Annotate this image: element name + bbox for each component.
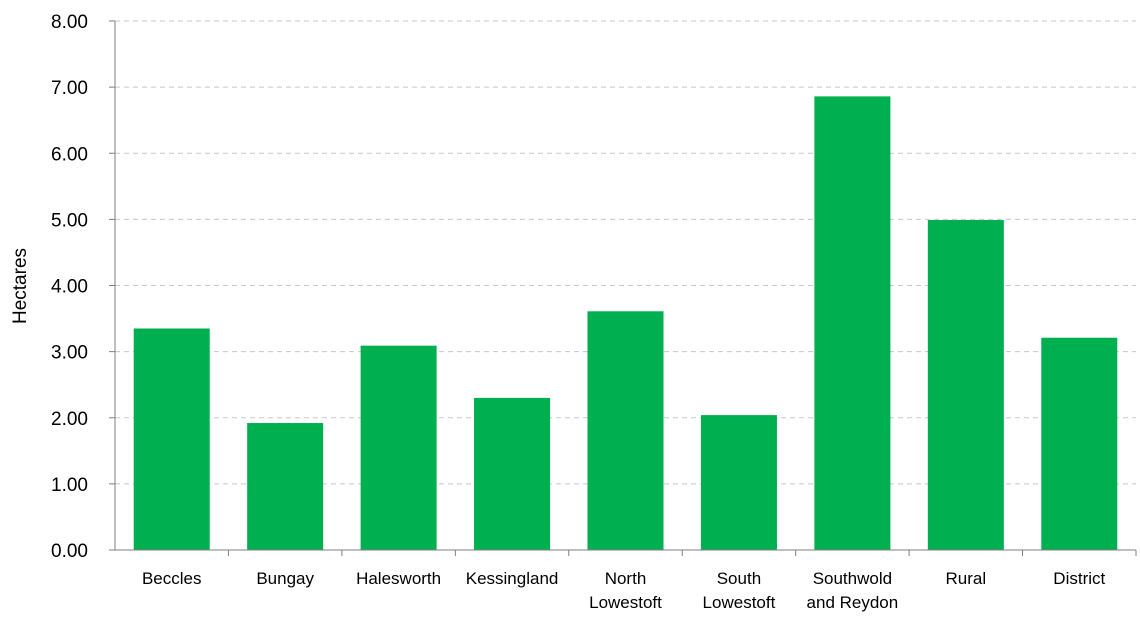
y-tick-label: 2.00 xyxy=(51,409,88,430)
x-category-label: District xyxy=(1053,569,1105,588)
bars xyxy=(133,96,1118,550)
bar xyxy=(700,415,777,550)
y-tick-label: 8.00 xyxy=(51,12,88,33)
y-tick-label: 5.00 xyxy=(51,210,88,231)
bar xyxy=(474,397,551,550)
x-category-label: Bungay xyxy=(256,569,314,588)
y-axis-title: Hectares xyxy=(10,248,31,324)
y-tick-labels: 0.00 1.00 2.00 3.00 4.00 5.00 6.00 7.00 8.00 xyxy=(51,12,88,562)
bar xyxy=(587,311,664,550)
x-category-label: South Lowestoft xyxy=(703,569,776,612)
bar xyxy=(247,423,324,550)
x-category-label: Beccles xyxy=(142,569,202,588)
x-category-label: Southwold and Reydon xyxy=(807,569,899,612)
y-tick-label: 3.00 xyxy=(51,343,88,364)
bar xyxy=(1041,337,1118,550)
bar xyxy=(814,96,891,550)
x-category-label: Halesworth xyxy=(356,569,441,588)
y-tick-label: 0.00 xyxy=(51,541,88,562)
y-tick-label: 7.00 xyxy=(51,78,88,99)
y-tick-label: 6.00 xyxy=(51,144,88,165)
y-tick-label: 4.00 xyxy=(51,277,88,298)
bar xyxy=(360,345,437,550)
x-category-label: Rural xyxy=(946,569,987,588)
x-category-label: North Lowestoft xyxy=(589,569,662,612)
axes xyxy=(109,20,1137,556)
bar xyxy=(927,220,1004,550)
x-category-label: Kessingland xyxy=(466,569,559,588)
x-category-labels: Beccles Bungay Halesworth Kessingland North L… xyxy=(142,569,1106,612)
bar xyxy=(133,328,210,550)
y-tick-label: 1.00 xyxy=(51,475,88,496)
